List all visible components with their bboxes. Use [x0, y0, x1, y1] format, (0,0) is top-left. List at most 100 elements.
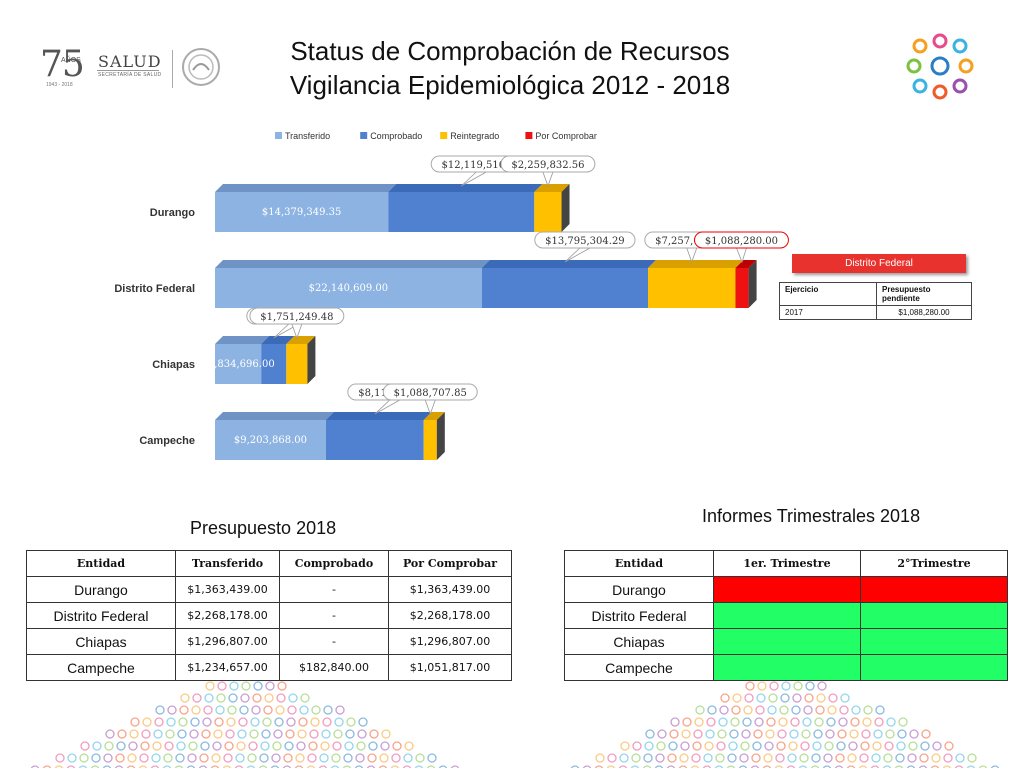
- legend-label: Por Comprobar: [535, 131, 597, 141]
- anniversary-anos-text: AÑOS: [61, 57, 81, 64]
- table-row: Distrito Federal: [564, 602, 1008, 629]
- cell-entidad: Durango: [564, 576, 714, 603]
- cell-transferido: $1,234,657.00: [175, 654, 280, 681]
- bar-segment-top: [534, 184, 570, 192]
- bar-side: [307, 336, 316, 384]
- category-label: Durango: [150, 207, 196, 219]
- bar-segment-top: [286, 336, 316, 344]
- bar-segment: [534, 192, 562, 232]
- bar-segment: [215, 192, 389, 232]
- data-label: $12,119,516.74: [442, 160, 522, 171]
- distrito-federal-button[interactable]: Distrito Federal: [792, 254, 966, 273]
- salud-logo: SALUD: [98, 52, 162, 71]
- table-row: Campeche: [564, 654, 1008, 681]
- cell-entidad: Chiapas: [26, 628, 176, 655]
- logo-divider: [172, 50, 173, 88]
- bar-segment-top: [325, 412, 432, 420]
- ejercicio-header: Ejercicio: [779, 282, 877, 306]
- cell-transferido: $2,268,178.00: [175, 602, 280, 629]
- bar-segment: [325, 420, 424, 460]
- cell-comprobado: $182,840.00: [279, 654, 389, 681]
- callout-pointer: [564, 247, 591, 263]
- callout-pointer: [424, 399, 436, 416]
- page-title-line1: Status de Comprobación de Recursos: [290, 36, 730, 66]
- table-row: Durango: [564, 576, 1008, 603]
- cell-entidad: Distrito Federal: [564, 602, 714, 629]
- data-label: $13,795,304.29: [545, 236, 625, 247]
- legend-swatch: [360, 132, 368, 139]
- cell-comprobado: -: [279, 602, 389, 629]
- cell-comprobado: -: [279, 576, 389, 603]
- data-label: $1,751,249.48: [260, 312, 333, 323]
- bar-segment: [215, 268, 482, 308]
- data-label: $7,257,024.69: [655, 236, 728, 247]
- informes-table: Entidad 1er. Trimestre 2°Trimestre Duran…: [564, 550, 1008, 681]
- informes-title: Informes Trimestrales 2018: [702, 506, 921, 526]
- table-row: Durango $1,363,439.00 - $1,363,439.00: [26, 576, 512, 603]
- callout-pointer: [542, 171, 554, 188]
- data-label: $3,834,696.00: [202, 359, 275, 370]
- q1-status-cell: [713, 576, 861, 603]
- cell-entidad: Chiapas: [564, 628, 714, 655]
- bar-segment-top: [735, 260, 757, 268]
- data-label: $22,140,609.00: [309, 283, 389, 294]
- cell-transferido: $1,363,439.00: [175, 576, 280, 603]
- legend-swatch: [440, 132, 448, 139]
- cell-entidad: Durango: [26, 576, 176, 603]
- col-header-entidad: Entidad: [564, 550, 714, 577]
- callout-box: [249, 307, 345, 325]
- legend-label: Comprobado: [370, 131, 422, 141]
- bar-segment-top: [215, 336, 270, 344]
- bar-segment: [648, 268, 736, 308]
- callout-box: [694, 231, 789, 249]
- data-label: $1,088,707.85: [394, 388, 467, 399]
- bar-segment-top: [261, 336, 295, 344]
- presupuesto-header-row: Entidad Transferido Comprobado Por Compr…: [26, 550, 512, 577]
- pending-amount: $1,088,280.00: [876, 305, 972, 320]
- cell-por-comprobar: $1,363,439.00: [388, 576, 512, 603]
- cell-comprobado: -: [279, 628, 389, 655]
- table-row: Chiapas $1,296,807.00 - $1,296,807.00: [26, 628, 512, 655]
- cell-por-comprobar: $1,296,807.00: [388, 628, 512, 655]
- decorative-circles-pattern: [30, 681, 1000, 768]
- q2-status-cell: [860, 628, 1008, 655]
- bar-side: [436, 412, 445, 460]
- table-row: Campeche $1,234,657.00 $182,840.00 $1,05…: [26, 654, 512, 681]
- callout-pointer: [291, 323, 303, 340]
- bar-segment: [261, 344, 287, 384]
- pending-budget-table: Ejercicio Presupuesto pendiente 2017 $1,…: [779, 282, 972, 320]
- col-header-comprobado: Comprobado: [279, 550, 389, 577]
- callout-pointer: [273, 323, 299, 339]
- callout-box: [500, 155, 596, 173]
- q1-status-cell: [713, 654, 861, 681]
- data-label: $1,088,280.00: [705, 236, 778, 247]
- cell-por-comprobar: $2,268,178.00: [388, 602, 512, 629]
- q1-status-cell: [713, 602, 861, 629]
- q2-status-cell: [860, 654, 1008, 681]
- cell-transferido: $1,296,807.00: [175, 628, 280, 655]
- bar-segment: [481, 268, 649, 308]
- bar-segment-top: [388, 184, 543, 192]
- page-title-line2: Vigilancia Epidemiológica 2012 - 2018: [289, 70, 731, 100]
- table-row: Distrito Federal $2,268,178.00 - $2,268,…: [26, 602, 512, 629]
- anniversary-logo: 75: [40, 44, 85, 85]
- category-label: Distrito Federal: [114, 283, 195, 295]
- callout-box: [534, 231, 636, 249]
- q2-status-cell: [860, 602, 1008, 629]
- legend-label: Transferido: [285, 131, 330, 141]
- mexico-seal-icon: [182, 48, 220, 86]
- table-row: Chiapas: [564, 628, 1008, 655]
- presupuesto-title: Presupuesto 2018: [190, 518, 337, 538]
- cell-por-comprobar: $1,051,817.00: [388, 654, 512, 681]
- callout-box: [382, 383, 478, 401]
- informes-header-row: Entidad 1er. Trimestre 2°Trimestre: [564, 550, 1008, 577]
- bar-segment-top: [215, 184, 397, 192]
- cell-entidad: Campeche: [26, 654, 176, 681]
- col-header-entidad: Entidad: [26, 550, 176, 577]
- ejercicio-year: 2017: [779, 305, 877, 320]
- secretaria-text: SECRETARÍA DE SALUD: [98, 72, 162, 78]
- callout-pointer: [374, 399, 400, 415]
- col-header-por-comprobar: Por Comprobar: [388, 550, 512, 577]
- bar-segment: [286, 344, 308, 384]
- legend-swatch: [275, 132, 282, 139]
